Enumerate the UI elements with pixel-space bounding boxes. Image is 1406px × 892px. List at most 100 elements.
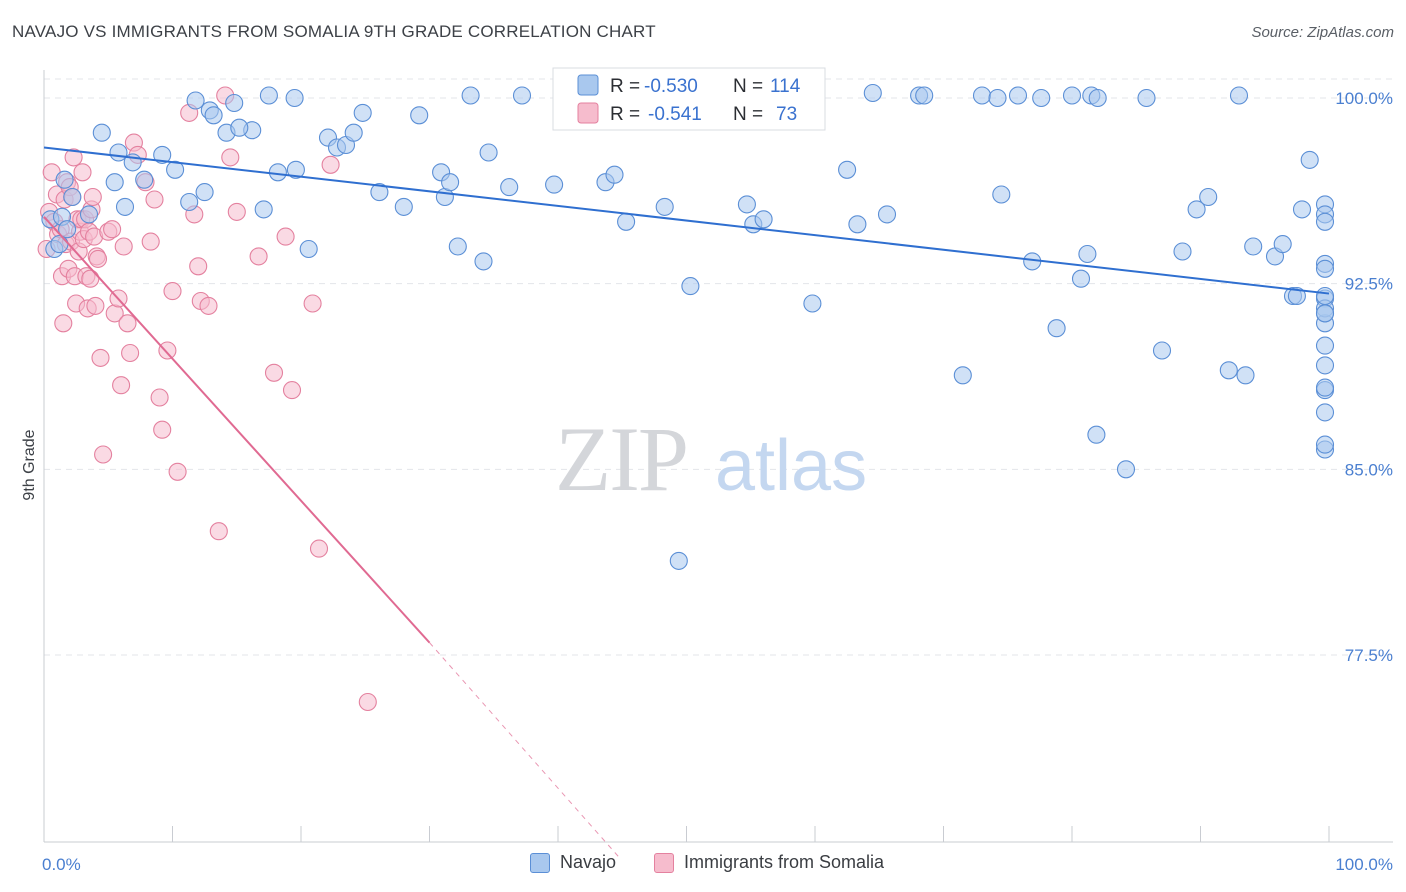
navajo-point	[1315, 435, 1335, 454]
somalia-point	[88, 249, 108, 268]
y-tick-label: 77.5%	[1345, 646, 1393, 665]
navajo-point	[448, 237, 467, 256]
navajo-point	[617, 212, 636, 231]
somalia-point	[209, 522, 228, 541]
navajo-point	[195, 183, 214, 202]
grid-lines	[44, 78, 1393, 656]
navajo-point	[915, 86, 934, 105]
somalia-point	[118, 314, 137, 333]
stats-r-value-somalia: -0.541	[648, 104, 702, 125]
somalia-point	[321, 155, 340, 174]
somalia-point	[114, 237, 133, 256]
navajo-point	[286, 160, 305, 179]
navajo-point	[105, 173, 124, 192]
y-tick-label: 92.5%	[1345, 275, 1393, 294]
navajo-point	[863, 83, 882, 103]
somalia-point	[189, 257, 208, 276]
navajo-point	[1236, 366, 1255, 385]
stats-swatch-navajo	[577, 74, 599, 96]
navajo-point	[115, 197, 135, 216]
axes	[43, 70, 1393, 843]
somalia-point	[81, 269, 100, 288]
navajo-point	[1315, 286, 1335, 306]
navajo-point	[79, 205, 99, 224]
trend-lines	[43, 146, 1330, 859]
chart-title: NAVAJO VS IMMIGRANTS FROM SOMALIA 9TH GR…	[12, 22, 656, 41]
navajo-point	[1071, 269, 1091, 288]
navajo-point	[186, 91, 205, 110]
tick-labels: 100.0% 92.5% 85.0% 77.5% 0.0% 100.0%	[42, 89, 1393, 874]
navajo-point	[838, 160, 857, 179]
navajo-point	[180, 192, 199, 212]
navajo-point	[655, 197, 674, 216]
somalia-point	[309, 539, 329, 558]
legend-swatch-navajo	[530, 852, 550, 873]
legend-swatch-somalia	[654, 852, 674, 873]
somalia-point	[83, 187, 102, 207]
somalia-point	[158, 341, 177, 360]
stats-n-label-somalia: N =	[733, 104, 763, 125]
watermark: ZIP atlas	[555, 408, 867, 510]
navajo-point	[285, 88, 304, 108]
navajo-point	[394, 197, 413, 216]
navajo-point	[803, 294, 822, 313]
stats-n-label-navajo: N =	[733, 76, 763, 97]
x-tick-label: 0.0%	[42, 855, 81, 874]
navajo-point	[353, 103, 372, 122]
legend-label-navajo: Navajo	[560, 852, 617, 872]
somalia-point	[153, 420, 172, 439]
y-tick-label: 85.0%	[1345, 460, 1393, 479]
navajo-point	[55, 170, 74, 189]
navajo-point	[1008, 86, 1028, 105]
navajo-point	[681, 277, 700, 296]
navajo-point	[299, 239, 318, 259]
somalia-point	[103, 220, 122, 239]
navajo-point	[153, 145, 172, 164]
legend-item-somalia: Immigrants from Somalia	[654, 852, 884, 873]
navajo-point	[1187, 200, 1206, 219]
navajo-point	[545, 175, 564, 194]
navajo-point	[1244, 237, 1263, 256]
navajo-point	[92, 123, 111, 142]
navajo-point	[1292, 200, 1312, 219]
somalia-trend-line	[43, 216, 431, 644]
somalia-point	[249, 247, 268, 266]
somalia-point	[86, 296, 105, 315]
stats-box: R = -0.530 N = 114 R = -0.541 N = 73	[552, 67, 826, 131]
stats-r-label-navajo: R =	[610, 76, 640, 97]
navajo-point	[1315, 212, 1335, 231]
navajo-point	[204, 106, 223, 125]
stats-n-value-navajo: 114	[770, 76, 801, 97]
stats-r-value-navajo: -0.530	[644, 76, 698, 97]
navajo-point	[1047, 319, 1066, 338]
navajo-point	[225, 93, 244, 113]
navajo-point	[1173, 242, 1192, 261]
source-label: Source: ZipAtlas.com	[1251, 24, 1394, 41]
navajo-point	[1315, 259, 1335, 278]
navajo-point	[1032, 88, 1051, 108]
navajo-point	[166, 160, 185, 179]
navajo-point	[669, 551, 688, 570]
somalia-point	[276, 227, 295, 246]
navajo-point	[268, 163, 287, 182]
navajo-point	[737, 195, 756, 214]
watermark-atlas: atlas	[715, 426, 867, 506]
navajo-point	[230, 118, 249, 137]
navajo-point	[1062, 86, 1082, 105]
navajo-point	[1315, 403, 1335, 422]
navajo-point	[1287, 286, 1306, 306]
navajo-trend-line	[43, 146, 1330, 295]
navajo-point	[1315, 356, 1335, 375]
navajo-point	[992, 185, 1011, 204]
somalia-point	[282, 381, 302, 400]
navajo-point	[1315, 336, 1335, 355]
somalia-points	[37, 86, 377, 712]
somalia-point	[358, 692, 377, 712]
somalia-point	[227, 202, 246, 221]
navajo-point	[479, 143, 498, 162]
navajo-points	[41, 83, 1335, 570]
navajo-point	[135, 170, 154, 189]
somalia-point	[150, 388, 169, 407]
navajo-point	[259, 86, 278, 105]
somalia-point	[91, 348, 110, 367]
